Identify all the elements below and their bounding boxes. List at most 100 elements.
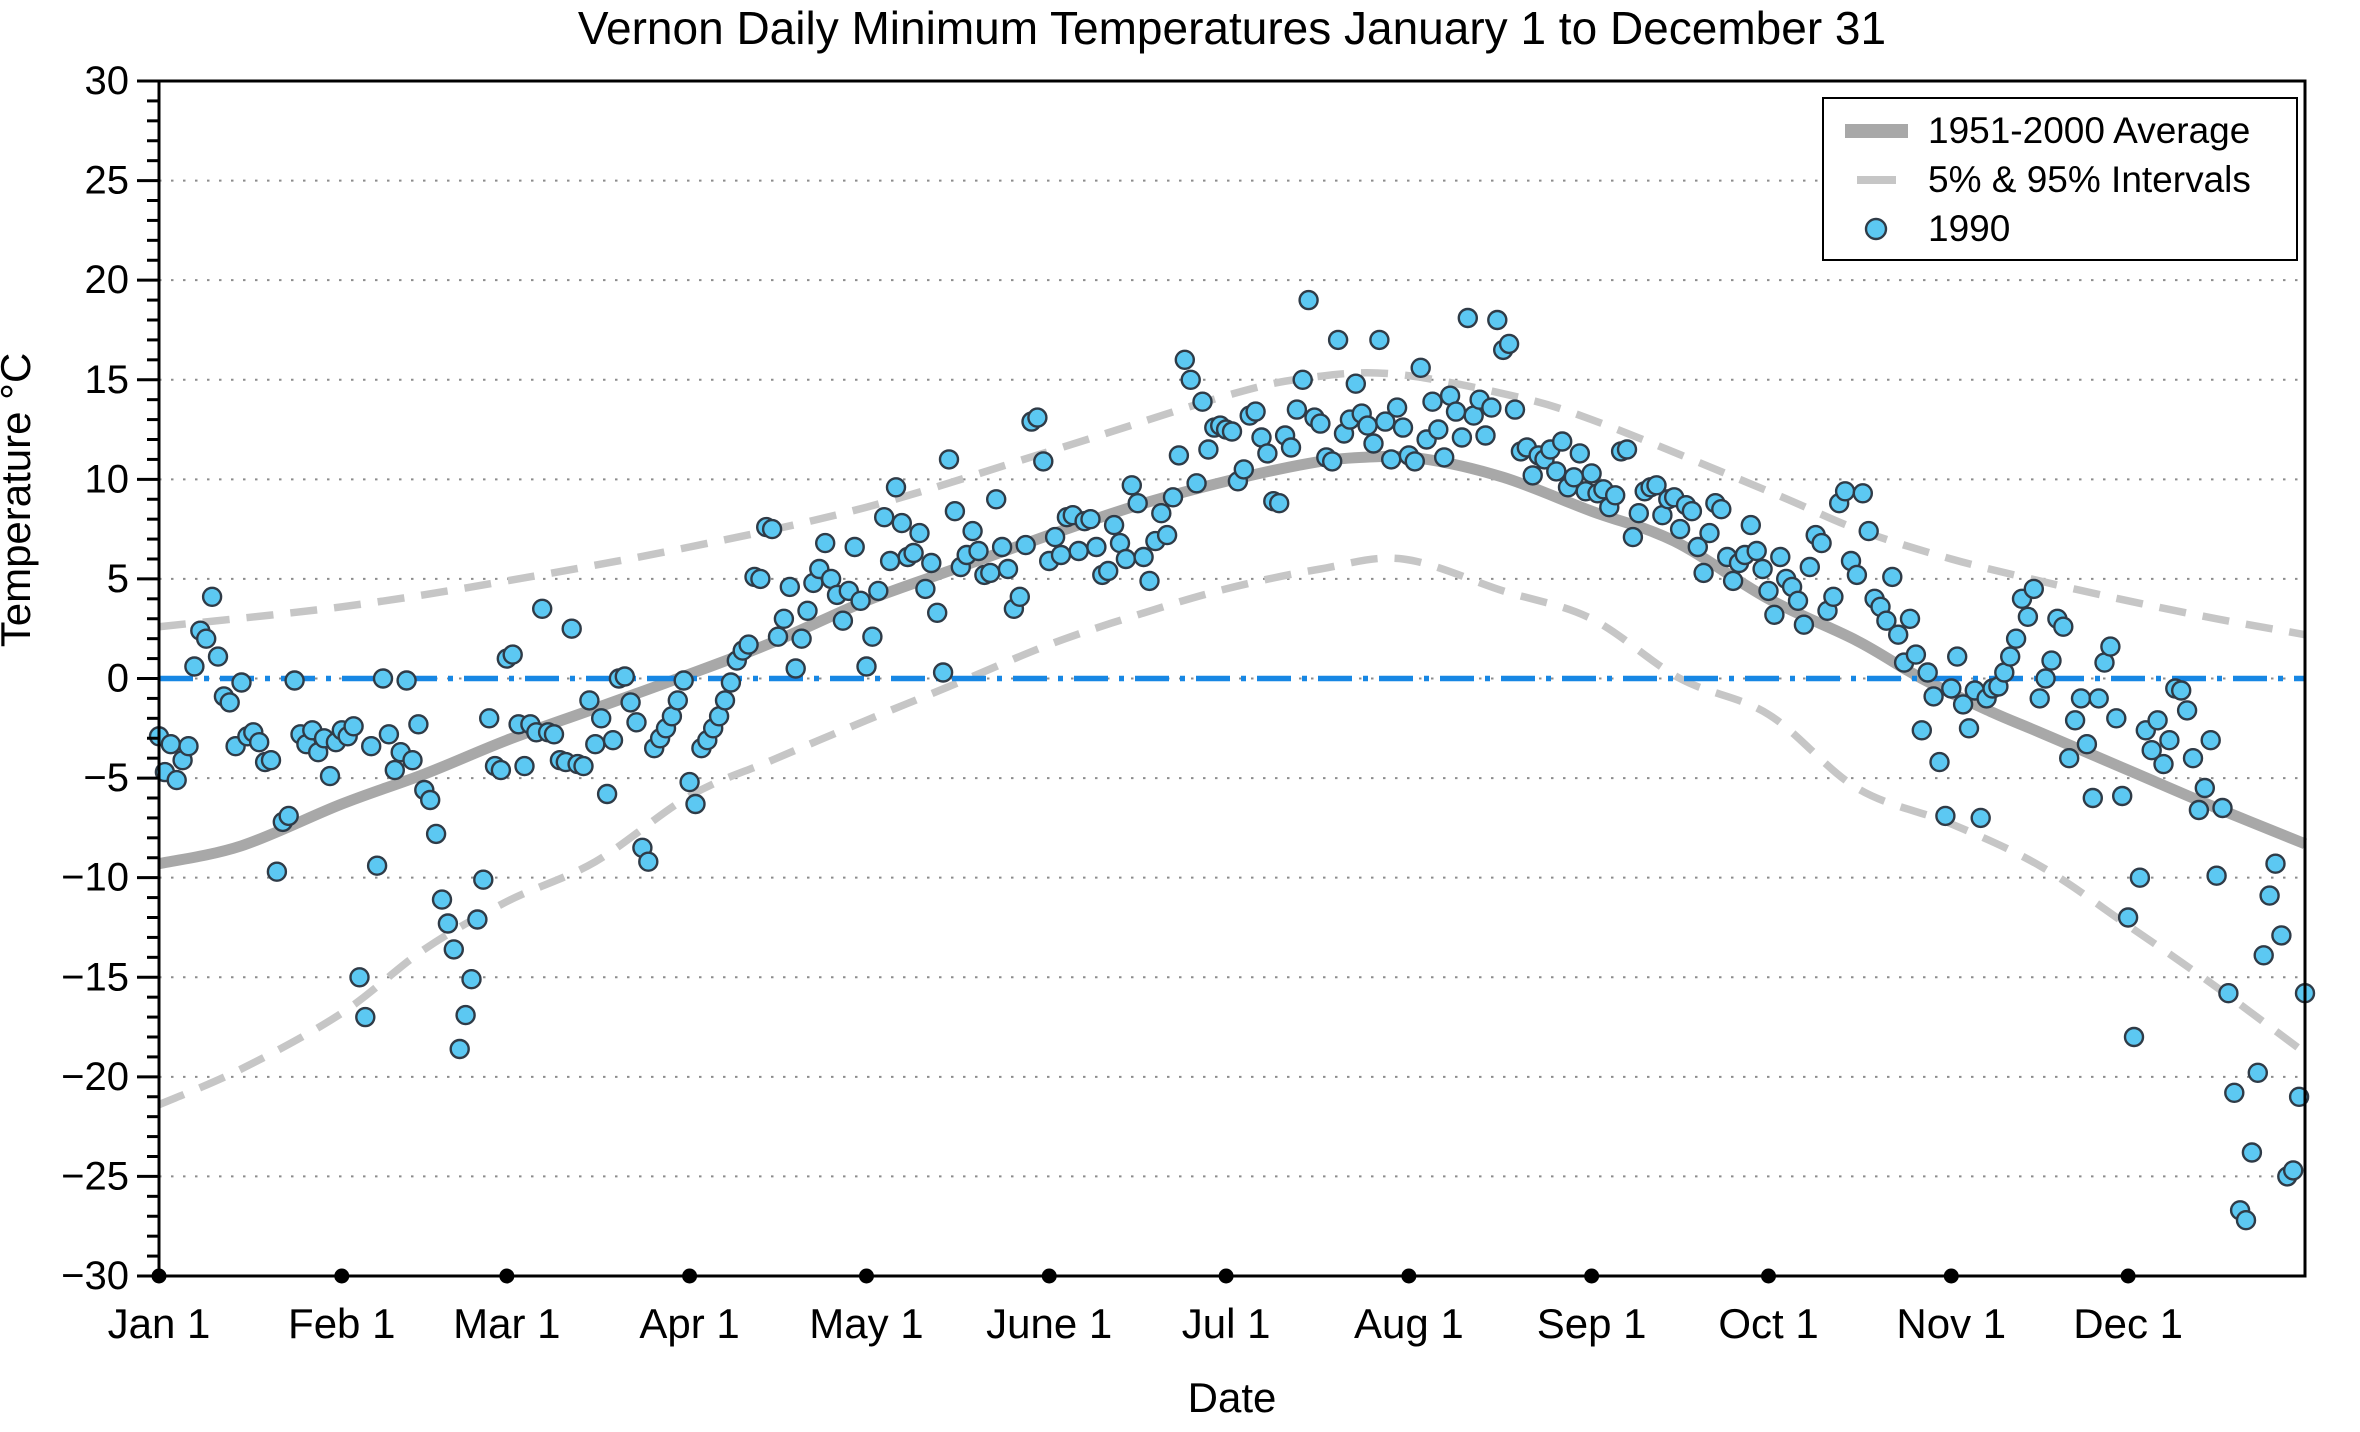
y-tick-label: 30 bbox=[85, 59, 130, 103]
data-point-1990 bbox=[1292, 369, 1313, 390]
data-point-1990 bbox=[372, 668, 394, 689]
data-point-1990 bbox=[278, 805, 299, 827]
data-point-1990 bbox=[1156, 524, 1178, 546]
x-axis-title: Date bbox=[1188, 1374, 1277, 1421]
data-point-1990 bbox=[431, 889, 453, 910]
data-point-1990 bbox=[532, 598, 553, 619]
data-point-1990 bbox=[1280, 437, 1302, 458]
data-point-1990 bbox=[1952, 694, 1974, 715]
data-point-1990 bbox=[2117, 907, 2139, 928]
legend: 1951-2000 Average 5% & 95% Intervals 199… bbox=[1822, 97, 2298, 261]
data-point-1990 bbox=[1546, 461, 1567, 482]
data-point-1990 bbox=[1711, 499, 1732, 520]
data-point-1990 bbox=[815, 532, 836, 554]
chart-title: Vernon Daily Minimum Temperatures Januar… bbox=[578, 2, 1886, 54]
data-point-1990 bbox=[455, 1004, 476, 1026]
data-point-1990 bbox=[1080, 509, 1101, 530]
data-point-1990 bbox=[201, 586, 223, 607]
data-point-1990 bbox=[1027, 407, 1048, 428]
data-point-1990 bbox=[1386, 397, 1408, 418]
data-point-1990 bbox=[2212, 797, 2233, 819]
data-point-1990 bbox=[1899, 608, 1921, 629]
legend-1990-marker-sample bbox=[1864, 217, 1888, 241]
data-point-1990 bbox=[1345, 373, 1367, 394]
data-point-1990 bbox=[2129, 867, 2151, 888]
data-point-1990 bbox=[1033, 451, 1054, 472]
data-point-1990 bbox=[1787, 590, 1809, 611]
month-dot bbox=[1761, 1268, 1776, 1284]
data-point-1990 bbox=[667, 690, 688, 711]
data-point-1990 bbox=[602, 730, 624, 751]
data-point-1990 bbox=[1410, 357, 1431, 378]
data-point-1990 bbox=[2100, 636, 2121, 657]
data-point-1990 bbox=[2235, 1209, 2257, 1231]
axes: −30 −25 −20 −15 −10 −5 0 5 10 15 20 25 30 Jan 1 Feb 1 M… bbox=[61, 59, 2307, 1347]
data-point-1990 bbox=[249, 732, 270, 753]
x-tick-label: May 1 bbox=[809, 1300, 923, 1347]
data-point-1990 bbox=[366, 855, 388, 876]
data-point-1990 bbox=[673, 670, 694, 691]
x-tick-label: Mar 1 bbox=[453, 1300, 560, 1347]
data-point-1990 bbox=[2035, 668, 2056, 689]
data-point-1990 bbox=[1257, 443, 1278, 464]
data-point-1990 bbox=[361, 736, 382, 757]
scatter-points bbox=[148, 289, 2316, 1231]
data-point-1990 bbox=[885, 477, 907, 498]
data-point-1990 bbox=[1604, 485, 1626, 506]
data-point-1990 bbox=[1180, 369, 1201, 390]
data-point-1990 bbox=[561, 618, 582, 639]
data-point-1990 bbox=[1764, 604, 1785, 625]
data-point-1990 bbox=[160, 734, 182, 755]
data-point-1990 bbox=[2247, 1062, 2269, 1084]
data-point-1990 bbox=[502, 644, 523, 665]
data-point-1990 bbox=[473, 869, 494, 890]
data-point-1990 bbox=[927, 602, 948, 623]
data-point-1990 bbox=[1504, 399, 1526, 420]
data-point-1990 bbox=[231, 672, 252, 693]
data-point-1990 bbox=[178, 736, 199, 757]
data-point-1990 bbox=[614, 666, 635, 687]
data-point-1990 bbox=[767, 626, 789, 647]
data-point-1990 bbox=[2082, 787, 2104, 809]
data-point-1990 bbox=[1616, 439, 1638, 460]
data-point-1990 bbox=[980, 562, 1001, 584]
data-point-1990 bbox=[1186, 473, 1207, 494]
data-point-1990 bbox=[879, 550, 901, 572]
data-point-1990 bbox=[785, 658, 806, 679]
data-point-1990 bbox=[938, 449, 960, 470]
data-point-1990 bbox=[1522, 465, 1543, 486]
data-point-1990 bbox=[1380, 449, 1402, 470]
data-point-1990 bbox=[2253, 945, 2274, 966]
data-point-1990 bbox=[1392, 417, 1414, 438]
data-point-1990 bbox=[856, 656, 877, 677]
data-point-1990 bbox=[1050, 544, 1072, 566]
data-point-1990 bbox=[425, 823, 447, 845]
data-point-1990 bbox=[1941, 678, 1962, 699]
x-tick-label: Apr 1 bbox=[639, 1300, 739, 1347]
data-point-1990 bbox=[2265, 853, 2286, 874]
data-point-1990 bbox=[1498, 333, 1520, 355]
legend-intervals-label: 5% & 95% Intervals bbox=[1928, 159, 2251, 200]
x-tick-label: Dec 1 bbox=[2073, 1300, 2183, 1347]
data-point-1990 bbox=[620, 692, 641, 713]
data-point-1990 bbox=[402, 750, 423, 771]
data-point-1990 bbox=[260, 750, 282, 771]
data-point-1990 bbox=[903, 542, 924, 564]
month-dot bbox=[858, 1268, 874, 1284]
data-point-1990 bbox=[2070, 688, 2092, 709]
data-point-1990 bbox=[1687, 536, 1709, 558]
data-point-1990 bbox=[2282, 1160, 2304, 1181]
data-point-1990 bbox=[968, 540, 989, 562]
data-point-1990 bbox=[1917, 662, 1938, 683]
data-point-1990 bbox=[1681, 501, 1703, 522]
data-point-1990 bbox=[1970, 807, 1991, 829]
data-point-1990 bbox=[2259, 885, 2280, 906]
y-tick-label: 10 bbox=[85, 457, 130, 501]
data-point-1990 bbox=[991, 536, 1013, 558]
data-point-1990 bbox=[2023, 578, 2045, 600]
x-tick-label: Oct 1 bbox=[1718, 1300, 1818, 1347]
legend-average-label: 1951-2000 Average bbox=[1928, 110, 2250, 151]
data-point-1990 bbox=[195, 628, 217, 649]
data-point-1990 bbox=[1911, 720, 1933, 741]
data-point-1990 bbox=[2176, 700, 2198, 721]
